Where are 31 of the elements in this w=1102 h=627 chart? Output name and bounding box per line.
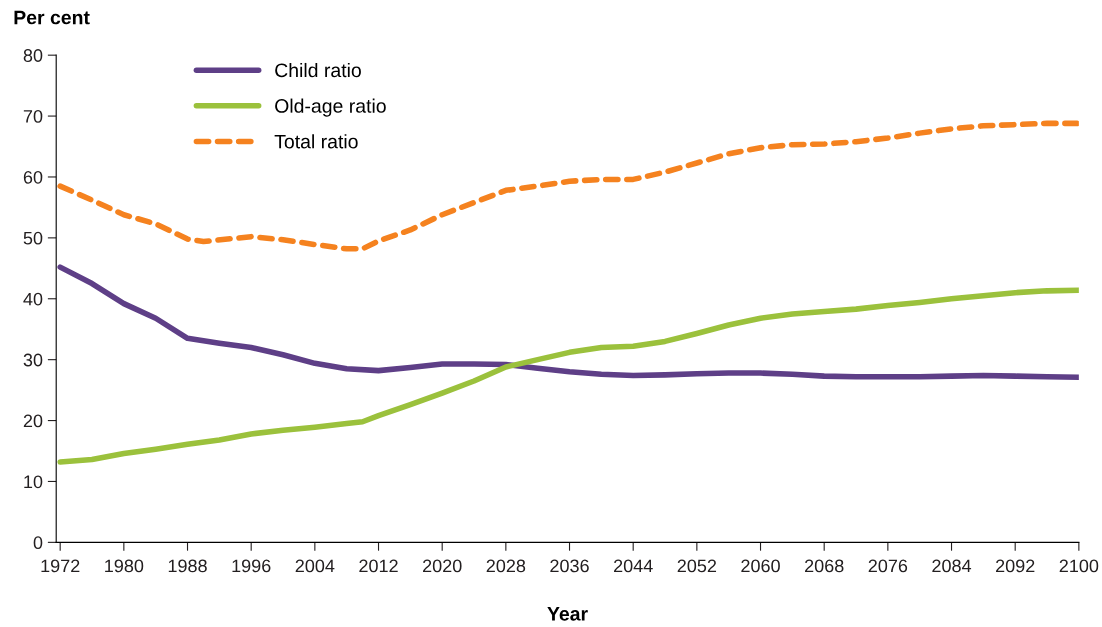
x-tick-label: 2060 bbox=[741, 559, 780, 573]
y-tick-label: 20 bbox=[23, 414, 43, 428]
x-tick-label: 2012 bbox=[359, 559, 398, 573]
y-tick-label: 30 bbox=[23, 353, 43, 367]
legend-label: Total ratio bbox=[274, 134, 358, 149]
x-axis-title: Year bbox=[547, 607, 588, 621]
y-axis-title: Per cent bbox=[14, 10, 90, 25]
x-tick-label: 2068 bbox=[805, 559, 844, 573]
x-tick-label: 2100 bbox=[1059, 559, 1099, 573]
x-tick-label: 2044 bbox=[614, 559, 653, 573]
x-tick-label: 2076 bbox=[868, 559, 908, 573]
x-tick-label: 1972 bbox=[41, 559, 80, 573]
y-tick-label: 50 bbox=[23, 231, 43, 245]
x-tick-label: 2084 bbox=[932, 559, 972, 573]
x-tick-label: 2028 bbox=[486, 559, 526, 573]
legend-label: Old-age ratio bbox=[275, 98, 386, 117]
x-tick-label: 1996 bbox=[232, 559, 271, 573]
x-tick-label: 1988 bbox=[168, 559, 207, 573]
y-tick-label: 80 bbox=[23, 49, 43, 62]
y-tick-label: 10 bbox=[24, 475, 43, 489]
x-tick-label: 2004 bbox=[295, 559, 335, 573]
y-tick-label: 0 bbox=[33, 536, 43, 550]
legend-label: Child ratio bbox=[275, 62, 361, 78]
x-tick-label: 2092 bbox=[996, 559, 1035, 573]
x-tick-label: 2052 bbox=[677, 559, 717, 573]
y-tick-label: 60 bbox=[23, 170, 43, 184]
x-tick-label: 1980 bbox=[105, 559, 144, 573]
x-tick-label: 2020 bbox=[423, 559, 462, 573]
x-tick-label: 2036 bbox=[550, 559, 589, 573]
y-tick-label: 70 bbox=[23, 110, 43, 123]
y-tick-label: 40 bbox=[23, 292, 43, 306]
